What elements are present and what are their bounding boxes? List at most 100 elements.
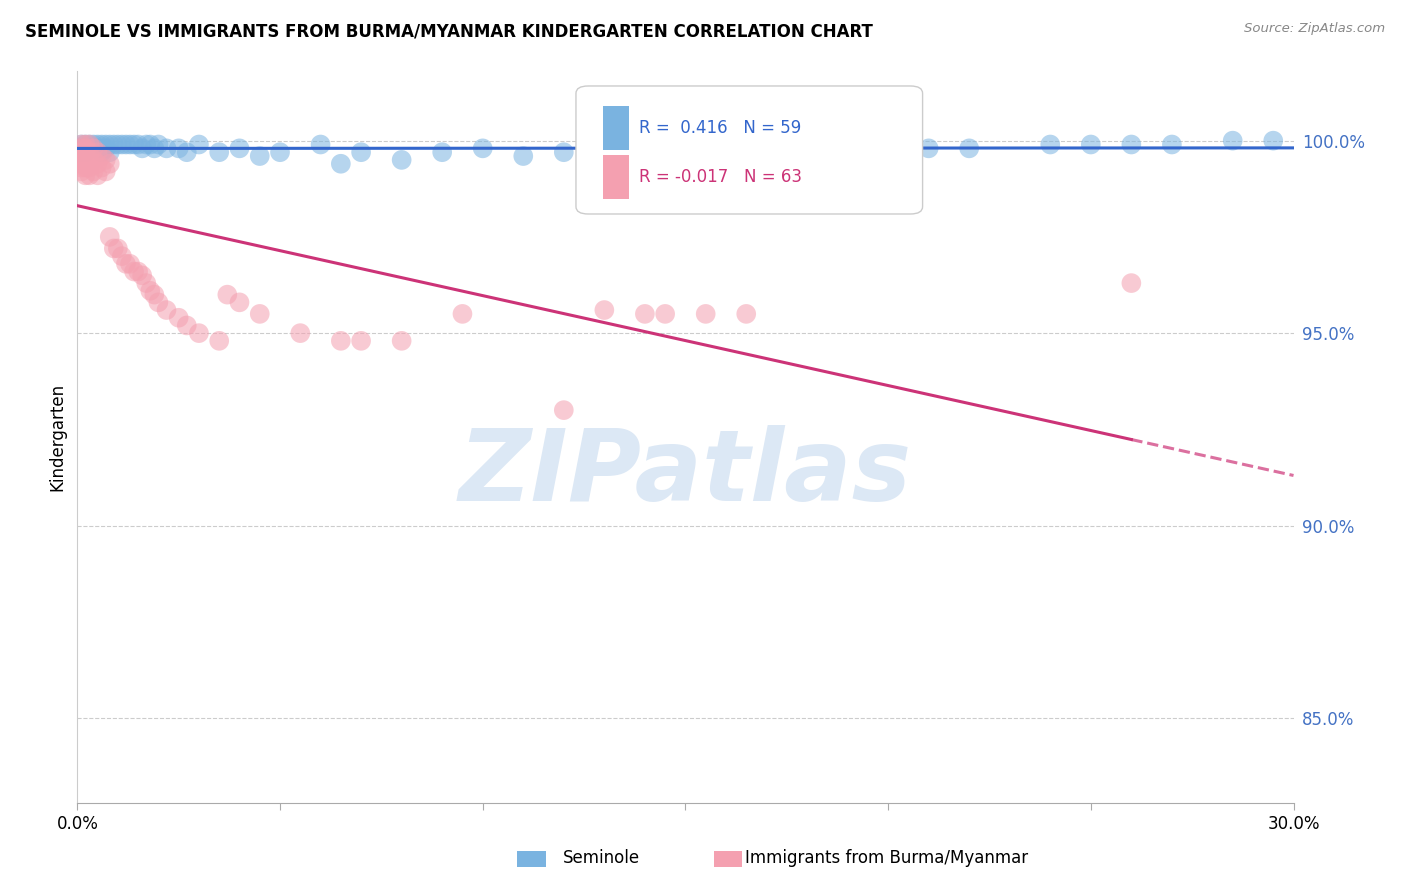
Point xyxy=(122,137,145,152)
Point xyxy=(98,145,121,160)
Point xyxy=(107,242,129,256)
Point xyxy=(86,137,108,152)
Point xyxy=(350,334,373,348)
Point xyxy=(143,141,166,155)
Text: Immigrants from Burma/Myanmar: Immigrants from Burma/Myanmar xyxy=(745,849,1028,867)
Point xyxy=(329,157,352,171)
Point xyxy=(553,403,575,417)
Point xyxy=(714,141,737,155)
Point xyxy=(167,310,190,325)
Point xyxy=(139,284,162,298)
Point xyxy=(75,153,97,167)
Point xyxy=(837,145,859,160)
Point xyxy=(94,153,117,167)
Point xyxy=(139,137,162,152)
Point xyxy=(796,145,818,160)
Point xyxy=(131,268,153,283)
Point xyxy=(135,137,157,152)
FancyBboxPatch shape xyxy=(576,86,922,214)
Point xyxy=(208,145,231,160)
Point xyxy=(877,141,900,155)
Point xyxy=(70,137,93,152)
Point xyxy=(107,137,129,152)
Point xyxy=(148,295,170,310)
Point xyxy=(127,264,149,278)
Point xyxy=(249,149,271,163)
Point xyxy=(94,164,117,178)
Point xyxy=(79,153,101,167)
Point xyxy=(1080,137,1102,152)
Point xyxy=(167,141,190,155)
Point xyxy=(148,137,170,152)
Point xyxy=(918,141,941,155)
Point xyxy=(391,153,413,167)
Point xyxy=(1039,137,1062,152)
Point xyxy=(83,153,105,167)
Point xyxy=(228,141,250,155)
Point xyxy=(103,137,125,152)
FancyBboxPatch shape xyxy=(603,155,630,200)
Point xyxy=(228,295,250,310)
Point xyxy=(675,145,697,160)
Text: ZIPatlas: ZIPatlas xyxy=(458,425,912,522)
Point xyxy=(329,334,352,348)
Point xyxy=(86,141,108,155)
Point xyxy=(75,137,97,152)
Point xyxy=(115,257,138,271)
Point xyxy=(111,249,134,263)
Point xyxy=(79,137,101,152)
Point xyxy=(217,287,239,301)
Point xyxy=(115,137,138,152)
Point xyxy=(634,149,657,163)
Point xyxy=(309,137,332,152)
Point xyxy=(1263,134,1285,148)
Point xyxy=(70,153,93,167)
Point xyxy=(70,164,93,178)
Text: Source: ZipAtlas.com: Source: ZipAtlas.com xyxy=(1244,22,1385,36)
Point xyxy=(249,307,271,321)
Point xyxy=(131,141,153,155)
Point xyxy=(176,318,198,333)
Point xyxy=(90,145,112,160)
Point xyxy=(208,334,231,348)
Point xyxy=(155,303,177,318)
Point xyxy=(143,287,166,301)
Point xyxy=(471,141,494,155)
Point xyxy=(79,137,101,152)
Point xyxy=(118,257,141,271)
Point xyxy=(70,141,93,155)
Point xyxy=(70,161,93,175)
Text: SEMINOLE VS IMMIGRANTS FROM BURMA/MYANMAR KINDERGARTEN CORRELATION CHART: SEMINOLE VS IMMIGRANTS FROM BURMA/MYANMA… xyxy=(25,22,873,40)
Point xyxy=(1121,137,1143,152)
Text: Seminole: Seminole xyxy=(562,849,640,867)
Point xyxy=(70,157,93,171)
Point xyxy=(111,137,134,152)
Point xyxy=(290,326,312,340)
Point xyxy=(118,137,141,152)
Point xyxy=(155,141,177,155)
Point xyxy=(634,307,657,321)
Point xyxy=(695,307,717,321)
Point xyxy=(75,141,97,155)
Point xyxy=(451,307,474,321)
Point xyxy=(90,137,112,152)
Point xyxy=(79,161,101,175)
Point xyxy=(350,145,373,160)
Point xyxy=(75,145,97,160)
Point xyxy=(75,169,97,183)
Point xyxy=(553,145,575,160)
Point xyxy=(654,307,676,321)
Point xyxy=(176,145,198,160)
Point xyxy=(98,137,121,152)
Point xyxy=(75,161,97,175)
Point xyxy=(1161,137,1184,152)
Point xyxy=(70,137,93,152)
Point xyxy=(86,145,108,160)
Point xyxy=(75,145,97,160)
Point xyxy=(593,145,616,160)
Point xyxy=(98,157,121,171)
Point xyxy=(593,303,616,318)
Point xyxy=(1121,276,1143,290)
Point xyxy=(90,161,112,175)
Point xyxy=(127,137,149,152)
